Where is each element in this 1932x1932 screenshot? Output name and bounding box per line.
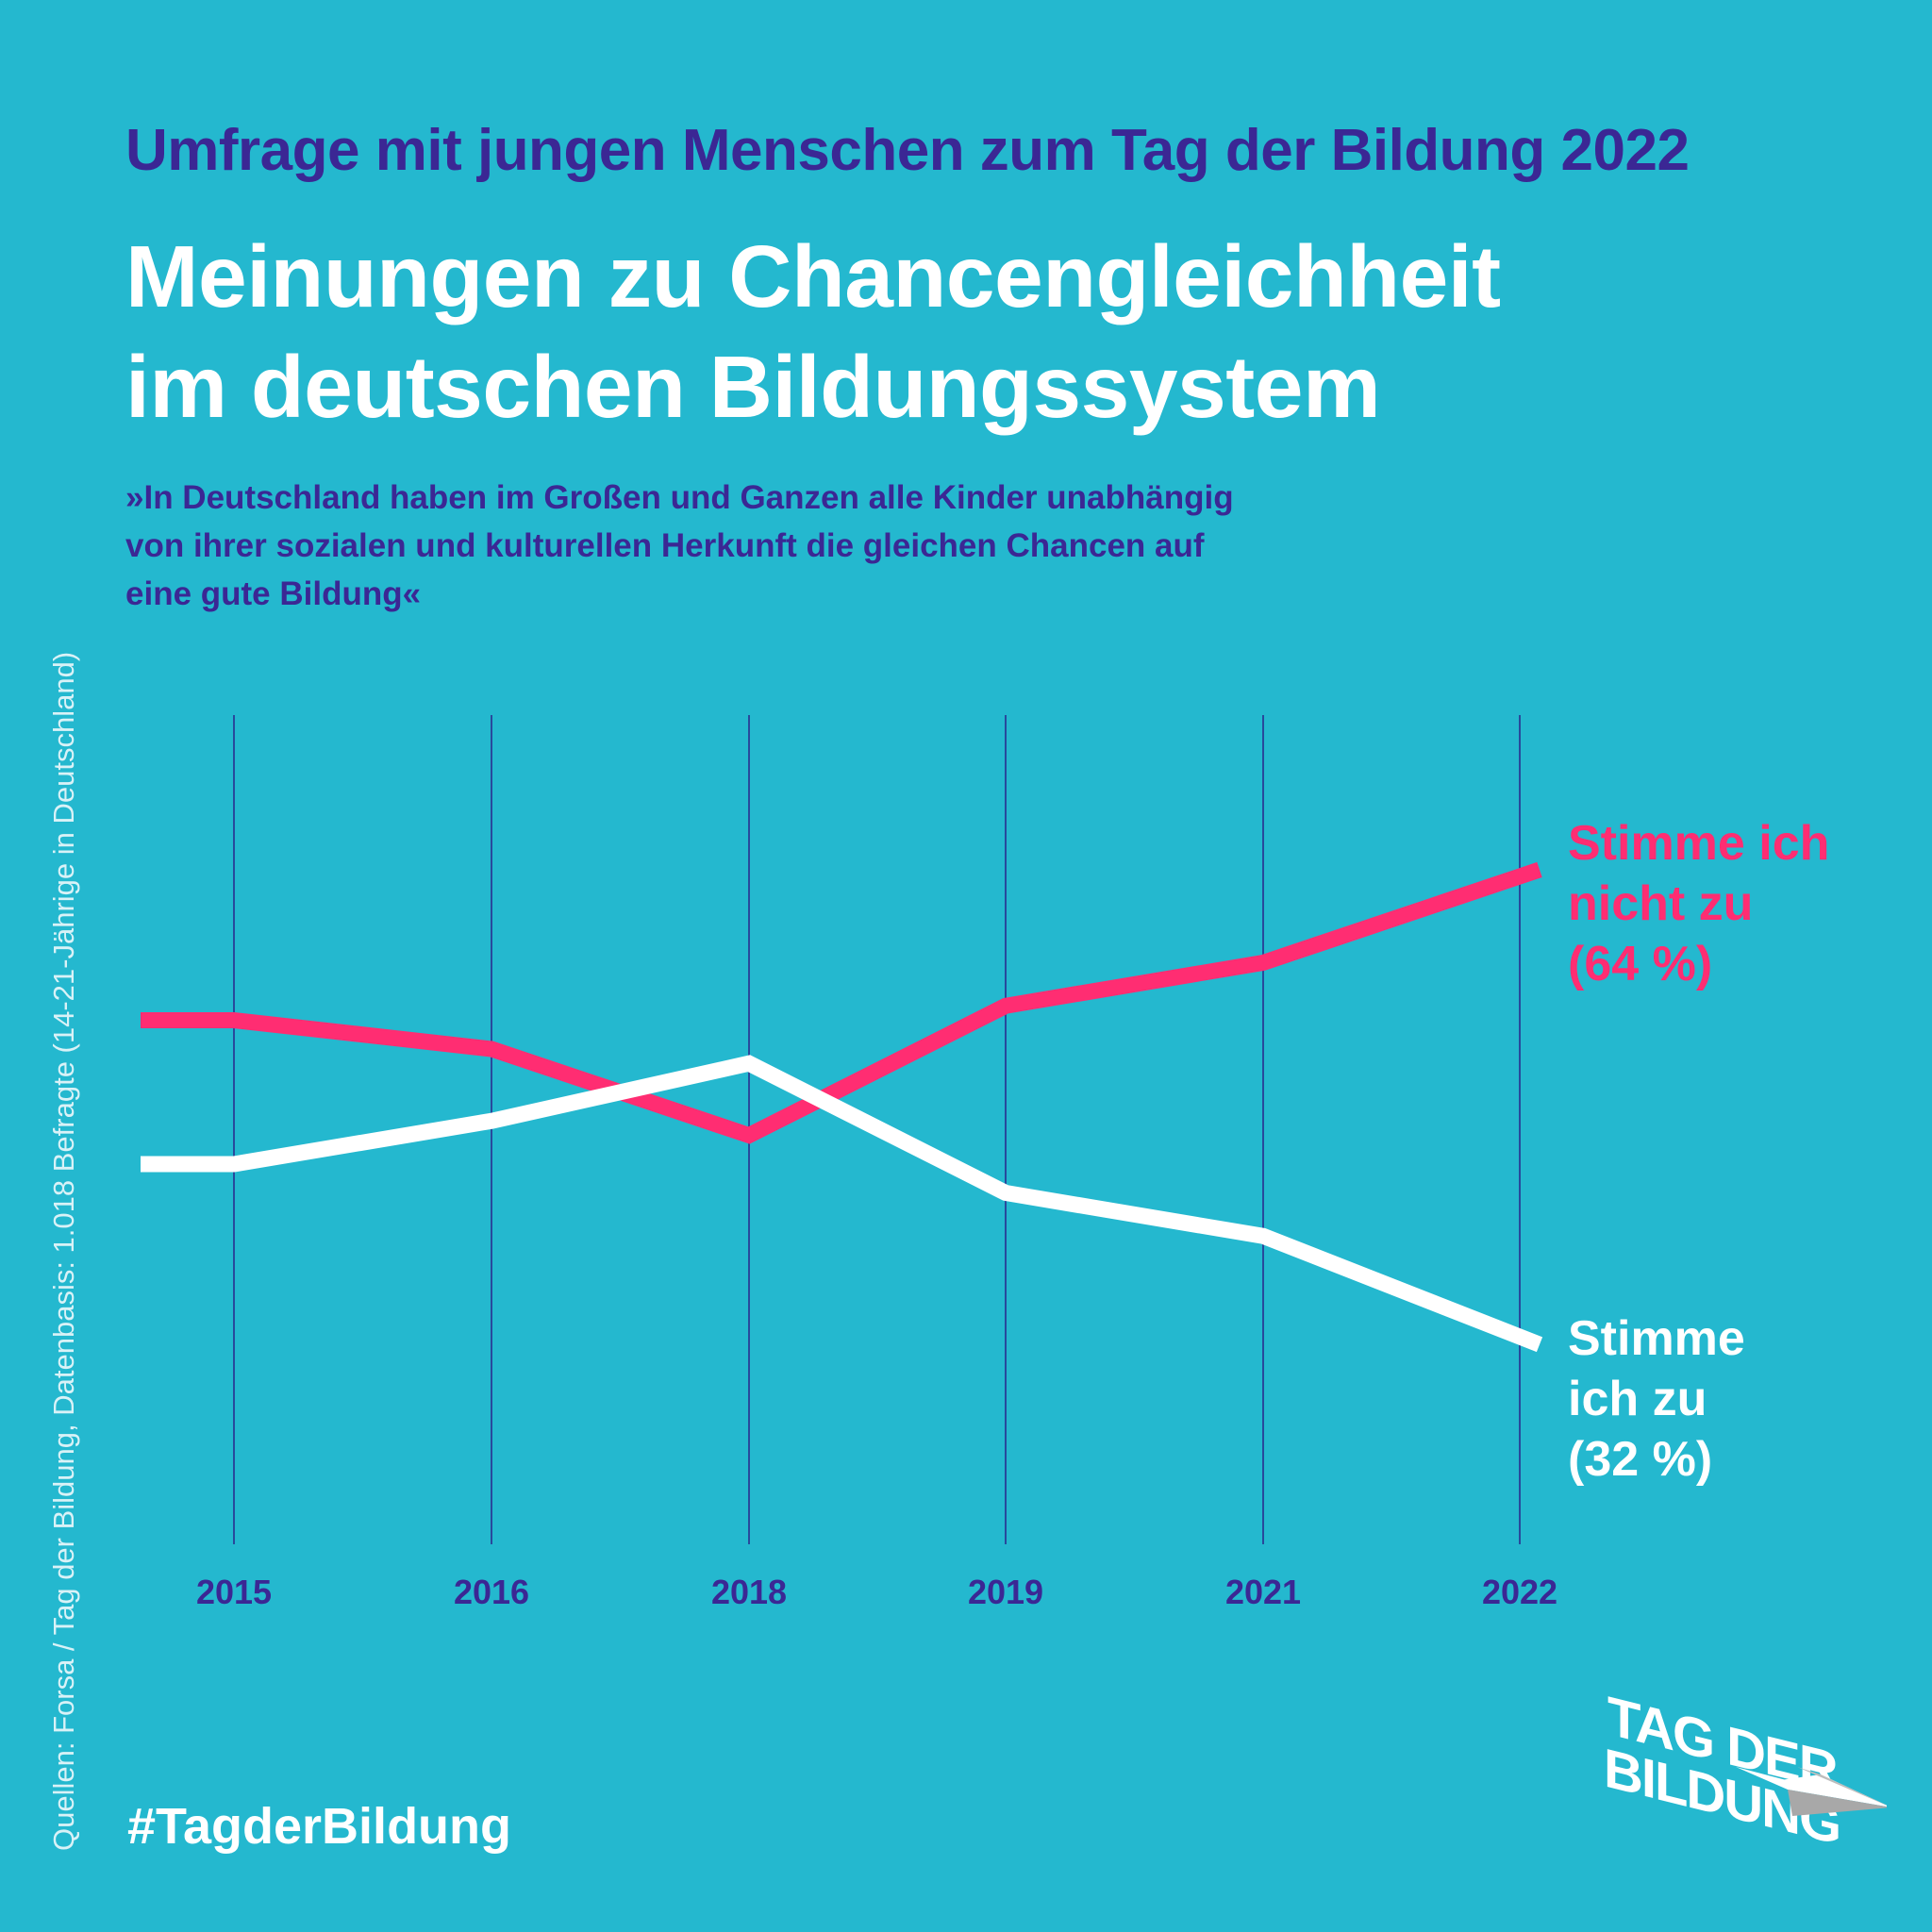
chart-title: Meinungen zu Chancengleichheit im deutsc…: [125, 222, 1501, 442]
survey-statement: »In Deutschland haben im Großen und Ganz…: [125, 474, 1234, 618]
series-label-line: (64 %): [1568, 937, 1713, 991]
x-tick-label: 2021: [1225, 1573, 1301, 1611]
x-tick-label: 2016: [454, 1573, 529, 1611]
series-label-line: (32 %): [1568, 1432, 1713, 1487]
x-tick-label: 2015: [196, 1573, 272, 1611]
tag-der-bildung-logo: TAG DER BILDUNG: [1604, 1686, 1887, 1857]
x-tick-label: 2019: [968, 1573, 1043, 1611]
logo-wordmark: TAG DER BILDUNG: [1604, 1686, 1840, 1857]
statement-line-3: eine gute Bildung«: [125, 575, 422, 612]
series-label-disagree: Stimme ich nicht zu (64 %): [1568, 813, 1829, 994]
series-lines: [141, 861, 1543, 1353]
paper-plane-icon: [1736, 1767, 1887, 1816]
series-line-disagree: [141, 861, 1542, 1144]
series-label-line: Stimme: [1568, 1311, 1745, 1366]
chart-subtitle: Umfrage mit jungen Menschen zum Tag der …: [125, 118, 1690, 183]
series-label-line: ich zu: [1568, 1372, 1707, 1426]
x-axis-tick-labels: 2015 2016 2018 2019 2021 2022: [196, 1573, 1557, 1611]
title-line-2: im deutschen Bildungssystem: [125, 338, 1381, 436]
series-line-agree: [141, 1055, 1543, 1353]
series-label-line: nicht zu: [1568, 876, 1754, 931]
hashtag: #TagderBildung: [127, 1798, 512, 1855]
statement-line-1: »In Deutschland haben im Großen und Ganz…: [125, 479, 1234, 516]
statement-line-2: von ihrer sozialen und kulturellen Herku…: [125, 527, 1205, 564]
x-tick-label: 2018: [711, 1573, 787, 1611]
title-line-1: Meinungen zu Chancengleichheit: [125, 227, 1501, 325]
series-label-agree: Stimme ich zu (32 %): [1568, 1308, 1745, 1490]
series-label-line: Stimme ich: [1568, 816, 1830, 871]
x-tick-label: 2022: [1482, 1573, 1557, 1611]
